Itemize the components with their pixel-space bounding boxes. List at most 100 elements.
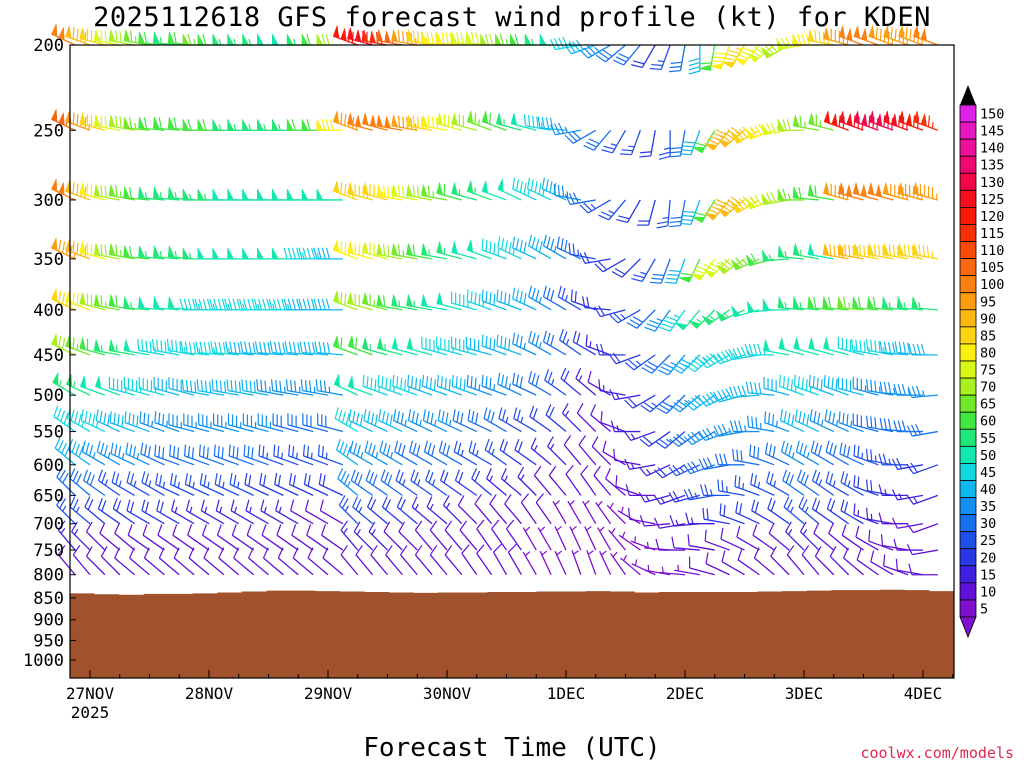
- wind-barb: [153, 296, 180, 311]
- wind-barb: [613, 44, 641, 66]
- colorbar-swatch: [959, 309, 977, 328]
- colorbar-label: 120: [980, 209, 1004, 225]
- wind-barb: [274, 473, 299, 496]
- wind-barb: [332, 335, 358, 356]
- wind-barb: [347, 112, 373, 131]
- wind-barb: [114, 522, 136, 551]
- wind-barb: [856, 548, 879, 576]
- wind-barb: [212, 413, 239, 433]
- wind-barb: [907, 385, 938, 399]
- wind-barb: [625, 484, 656, 497]
- wind-barb: [319, 499, 344, 525]
- wind-barb: [184, 473, 210, 496]
- wind-barb: [52, 372, 76, 396]
- wind-barb: [437, 409, 463, 433]
- wind-barb: [717, 196, 745, 218]
- wind-barb: [332, 25, 358, 46]
- y-tick-label: 250: [33, 121, 64, 141]
- wind-barb: [879, 341, 909, 356]
- wind-barb: [93, 294, 120, 311]
- wind-barb: [154, 411, 180, 433]
- wind-barb: [238, 298, 269, 311]
- wind-barb: [898, 25, 924, 46]
- wind-barb: [454, 469, 478, 496]
- x-tick-label: 30NOV: [423, 684, 472, 703]
- wind-barb: [196, 379, 224, 396]
- wind-barb: [541, 177, 567, 201]
- wind-barb: [495, 112, 522, 131]
- wind-barb: [793, 374, 820, 396]
- y-tick-label: 500: [33, 386, 64, 406]
- wind-barb: [273, 444, 299, 466]
- wind-barb: [491, 519, 508, 551]
- wind-barb: [171, 499, 195, 525]
- colorbar-swatch: [959, 582, 977, 601]
- wind-barb: [837, 243, 864, 260]
- wind-barb: [514, 438, 537, 466]
- wind-barb: [770, 546, 790, 576]
- wind-barb: [807, 243, 834, 260]
- colorbar-label: 135: [980, 158, 1004, 174]
- wind-barb: [362, 337, 388, 356]
- wind-barb: [409, 440, 433, 466]
- wind-barb: [457, 495, 478, 525]
- wind-barb: [214, 473, 240, 496]
- wind-barb: [638, 464, 671, 477]
- wind-barb: [513, 407, 537, 433]
- wind-barb: [422, 409, 448, 433]
- wind-barb: [763, 339, 790, 356]
- wind-barb: [436, 241, 463, 260]
- wind-barb: [108, 377, 135, 396]
- wind-barb: [99, 522, 121, 551]
- wind-barb: [108, 243, 135, 260]
- wind-barb: [637, 199, 656, 226]
- wind-barb: [777, 188, 804, 201]
- wind-barb: [690, 258, 716, 281]
- wind-barb: [257, 413, 284, 433]
- wind-barb: [126, 471, 150, 496]
- wind-barb: [168, 377, 195, 396]
- colorbar-swatch: [959, 360, 977, 379]
- wind-barb: [828, 522, 850, 551]
- wind-barb: [751, 499, 775, 525]
- wind-barb: [569, 525, 582, 551]
- wind-barb: [547, 436, 567, 466]
- wind-barb: [355, 545, 374, 576]
- wind-barb: [598, 379, 626, 396]
- colorbar-label: 75: [980, 363, 996, 379]
- wind-barb: [153, 377, 180, 396]
- wind-barb: [242, 33, 269, 46]
- wind-barb: [728, 346, 760, 361]
- colorbar-label: 90: [980, 311, 996, 327]
- x-tick-label: 3DEC: [785, 684, 824, 703]
- wind-barb: [699, 44, 716, 71]
- wind-barb: [620, 130, 641, 156]
- wind-barb: [451, 374, 477, 396]
- colorbar-swatch: [959, 326, 977, 345]
- wind-barb: [376, 114, 403, 131]
- y-tick-label: 700: [33, 515, 64, 535]
- wind-barb: [653, 517, 686, 529]
- wind-barb: [466, 239, 492, 260]
- wind-barb: [766, 471, 790, 496]
- y-tick-label: 300: [33, 191, 64, 211]
- colorbar-label: 20: [980, 550, 996, 566]
- wind-barb: [606, 502, 626, 525]
- wind-barb: [466, 289, 492, 311]
- wind-barb: [347, 292, 373, 311]
- wind-barb: [526, 177, 552, 201]
- wind-barb: [608, 528, 626, 551]
- wind-barb: [767, 497, 790, 525]
- wind-barb: [376, 243, 403, 260]
- wind-barb: [823, 337, 849, 356]
- credit-link[interactable]: coolwx.com/models: [860, 744, 1014, 762]
- wind-barb: [594, 305, 626, 318]
- wind-barb: [452, 409, 478, 433]
- wind-barb: [678, 258, 701, 283]
- wind-barb: [528, 370, 552, 396]
- wind-barb: [549, 122, 581, 136]
- wind-barb: [644, 309, 671, 332]
- y-tick-label: 200: [33, 36, 64, 56]
- wind-barb: [852, 296, 879, 311]
- wind-barb: [822, 296, 849, 311]
